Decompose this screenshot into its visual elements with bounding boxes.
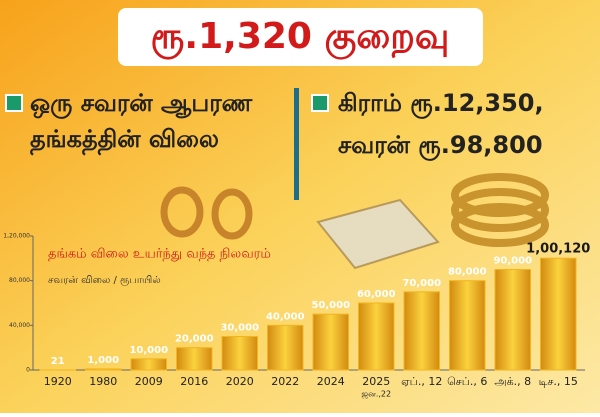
left-text: ஒரு சவரன் ஆபரண bbox=[30, 89, 253, 119]
x-tick-label: 2025 bbox=[362, 375, 390, 388]
title: ரூ.1,320 குறைவு bbox=[151, 16, 450, 60]
value-label: 20,000 bbox=[175, 334, 214, 345]
value-label: 70,000 bbox=[402, 278, 441, 289]
value-label: 80,000 bbox=[448, 267, 487, 278]
y-tick-label: 1,20,000 bbox=[3, 233, 30, 240]
value-label: 1,00,120 bbox=[526, 242, 590, 257]
x-tick-label: அக்., 8 bbox=[494, 375, 531, 388]
x-tick-label: 2022 bbox=[271, 375, 299, 388]
divider bbox=[294, 88, 299, 200]
bar bbox=[404, 292, 439, 370]
chart-subtitle: சவரன் விலை / ரூபாயில் bbox=[48, 275, 161, 286]
left-text: தங்கத்தின் விலை bbox=[30, 125, 219, 156]
bar bbox=[359, 303, 394, 370]
bar bbox=[177, 348, 212, 370]
x-tick-sublabel: ஜன.,22 bbox=[361, 390, 391, 400]
value-label: 30,000 bbox=[220, 323, 259, 334]
bar bbox=[268, 325, 303, 370]
bar bbox=[541, 258, 576, 370]
value-label: 60,000 bbox=[357, 289, 396, 300]
bullet bbox=[6, 95, 22, 111]
value-label: 21 bbox=[51, 356, 65, 367]
right-text: சவரன் ரூ.98,800 bbox=[338, 131, 543, 161]
bar bbox=[222, 337, 257, 371]
x-tick-label: 2020 bbox=[226, 375, 254, 388]
x-tick-label: 2009 bbox=[135, 375, 163, 388]
x-tick-label: செப்., 6 bbox=[447, 375, 487, 388]
chart-title: தங்கம் விலை உயர்ந்து வந்த நிலவரம் bbox=[48, 247, 271, 262]
bar bbox=[86, 369, 121, 370]
y-tick-label: 40,000 bbox=[9, 322, 30, 329]
value-label: 40,000 bbox=[266, 311, 305, 322]
x-tick-label: டிச., 15 bbox=[539, 375, 578, 388]
bullet bbox=[312, 95, 328, 111]
bar bbox=[131, 359, 166, 370]
right-text: கிராம் ரூ.12,350, bbox=[338, 89, 544, 119]
y-tick-label: 80,000 bbox=[9, 277, 30, 284]
bar bbox=[495, 270, 530, 371]
bar bbox=[313, 314, 348, 370]
bar bbox=[450, 281, 485, 370]
value-label: 90,000 bbox=[493, 256, 532, 267]
y-tick-label: 0 bbox=[26, 367, 30, 374]
x-tick-label: 1920 bbox=[44, 375, 72, 388]
value-label: 10,000 bbox=[129, 345, 168, 356]
x-tick-label: 2024 bbox=[317, 375, 345, 388]
x-tick-label: 2016 bbox=[180, 375, 208, 388]
value-label: 50,000 bbox=[311, 300, 350, 311]
x-tick-label: 1980 bbox=[89, 375, 117, 388]
value-label: 1,000 bbox=[87, 355, 119, 366]
x-tick-label: ஏப்., 12 bbox=[401, 375, 442, 388]
